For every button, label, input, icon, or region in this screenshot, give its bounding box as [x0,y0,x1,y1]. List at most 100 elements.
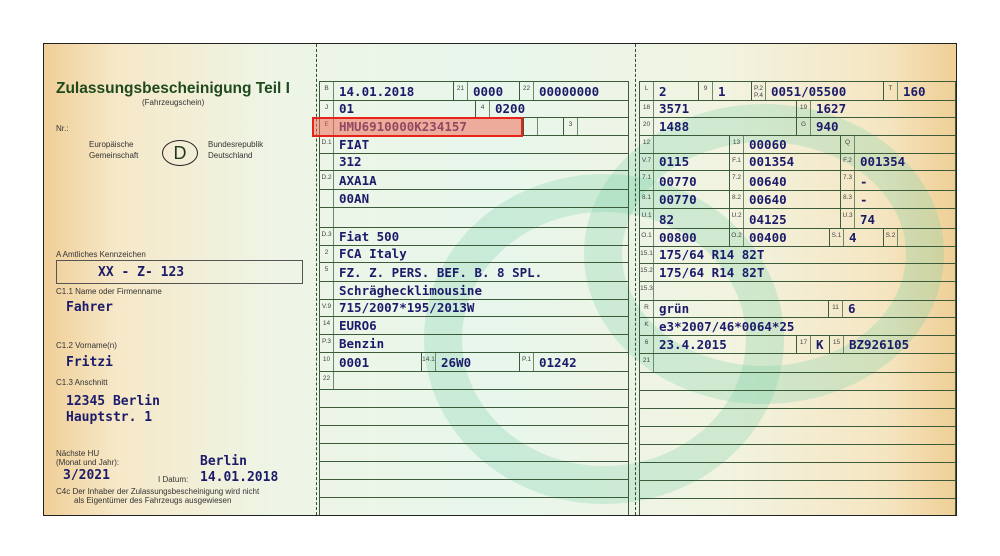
field-value [654,299,659,300]
field-code: 13 [730,136,744,153]
field-code: 4 [476,101,490,117]
field-code [320,208,334,227]
table-row: 10 0001 14.1 26W0 P.1 01242 [320,353,628,372]
field-value: 74 [860,212,876,227]
field-code: 20 [640,118,654,135]
table-row: D.1 FIAT [320,136,628,154]
field-value: 3571 [659,101,690,116]
field-code: 7.3 [841,171,855,190]
table-row: 00AN [320,190,628,208]
field-21: 21 0000 [454,82,520,100]
field-code: 8.3 [841,191,855,208]
field-value: 00770 [659,192,697,207]
table-row: 22 [320,372,628,390]
field-code: U.1 [640,209,654,228]
field-code: 8.2 [730,191,744,208]
field-cont: 312 [320,154,628,170]
field-value: 001354 [749,154,795,169]
field-code: F.1 [730,154,744,170]
field-value: 312 [339,154,362,169]
field-value: FCA Italy [339,246,407,261]
field-value [898,245,903,246]
field-value: 04125 [749,212,787,227]
field-cont [524,118,564,135]
field-cont: 00AN [320,190,628,207]
table-row: Schräghecklimousine [320,282,628,300]
eu-line1: Europäische [89,140,134,149]
field-value: 0115 [659,154,690,169]
field-2: 2 FCA Italy [320,246,628,262]
field-value [538,134,543,135]
document-title: Zulassungsbescheinigung Teil I [56,80,290,97]
field-u-3: U.3 74 [841,209,955,228]
vin-highlight [312,117,523,137]
field-d-2: D.2 AXA1A [320,171,628,189]
field-value: 160 [903,84,926,99]
field-value: 175/64 R14 82T [659,265,765,280]
field-8-1: 8.1 00770 [640,191,730,208]
field-value [855,152,860,153]
field-code: 17 [797,336,811,353]
empty-row [320,408,628,426]
field-code [320,190,334,207]
field-f-2: F.2 001354 [841,154,955,170]
field-code [320,282,334,299]
field-14: 14 EURO6 [320,317,628,334]
field-code: L [640,82,654,100]
field-value: 00640 [749,192,787,207]
table-row: P.3 Benzin [320,335,628,353]
field-s-2: S.2 [884,229,955,246]
table-row: 5 FZ. Z. PERS. BEF. B. 8 SPL. [320,263,628,282]
field-d-3: D.3 Fiat 500 [320,228,628,245]
table-row: 14 EURO6 [320,317,628,335]
field-code: 15.3 [640,282,654,300]
field-code: S.2 [884,229,898,246]
field-value: 6 [848,301,856,316]
empty-row [640,427,955,445]
field-3: 3 [564,118,628,135]
field-12: 12 [640,136,730,153]
field-p-3: P.3 Benzin [320,335,628,352]
address-line2: Hauptstr. 1 [66,410,153,425]
nr-label: Nr.: [56,124,69,133]
field-p-1: P.1 01242 [520,353,628,371]
field-value: FZ. Z. PERS. BEF. B. 8 SPL. [339,265,543,280]
field-code [524,118,538,135]
field-value: 00000000 [539,84,600,99]
table-row: 15.3 [640,282,955,301]
next-inspection: 3/2021 [63,468,110,483]
field-5: 5 FZ. Z. PERS. BEF. B. 8 SPL. [320,263,628,281]
field-code [320,154,334,170]
field-code: U.2 [730,209,744,228]
field-code: 19 [797,101,811,117]
table-row: D.3 Fiat 500 [320,228,628,246]
field-o-2: O.2 00400 [730,229,830,246]
eu-line2: Gemeinschaft [89,151,139,160]
field-19: 19 1627 [797,101,955,117]
field-value: EURO6 [339,318,377,333]
field-value: 715/2007*195/2013W [339,300,475,315]
field-p-2-p-4: P.2 P.4 0051/05500 [752,82,884,100]
empty-row [640,373,955,391]
table-row: V.9 715/2007*195/2013W [320,300,628,317]
field-code: 15 [830,336,844,353]
table-row: 2 FCA Italy [320,246,628,263]
note-line1: C4c Der Inhaber der Zulassungsbescheinig… [56,487,260,496]
empty-row [640,463,955,481]
field-value: 0000 [473,84,504,99]
field-value: 82 [659,212,675,227]
field-value: Benzin [339,336,385,351]
table-row: 8.1 00770 8.2 00640 8.3- [640,191,955,209]
field-value [578,134,583,135]
field-code: P.1 [520,353,534,371]
field-code: B [320,82,334,100]
table-row: 312 [320,154,628,171]
empty-row [640,391,955,409]
empty-row [640,481,955,499]
field-4: 4 0200 [476,101,628,117]
field-value: 14.01.2018 [339,84,415,99]
field-j: J 01 [320,101,476,117]
